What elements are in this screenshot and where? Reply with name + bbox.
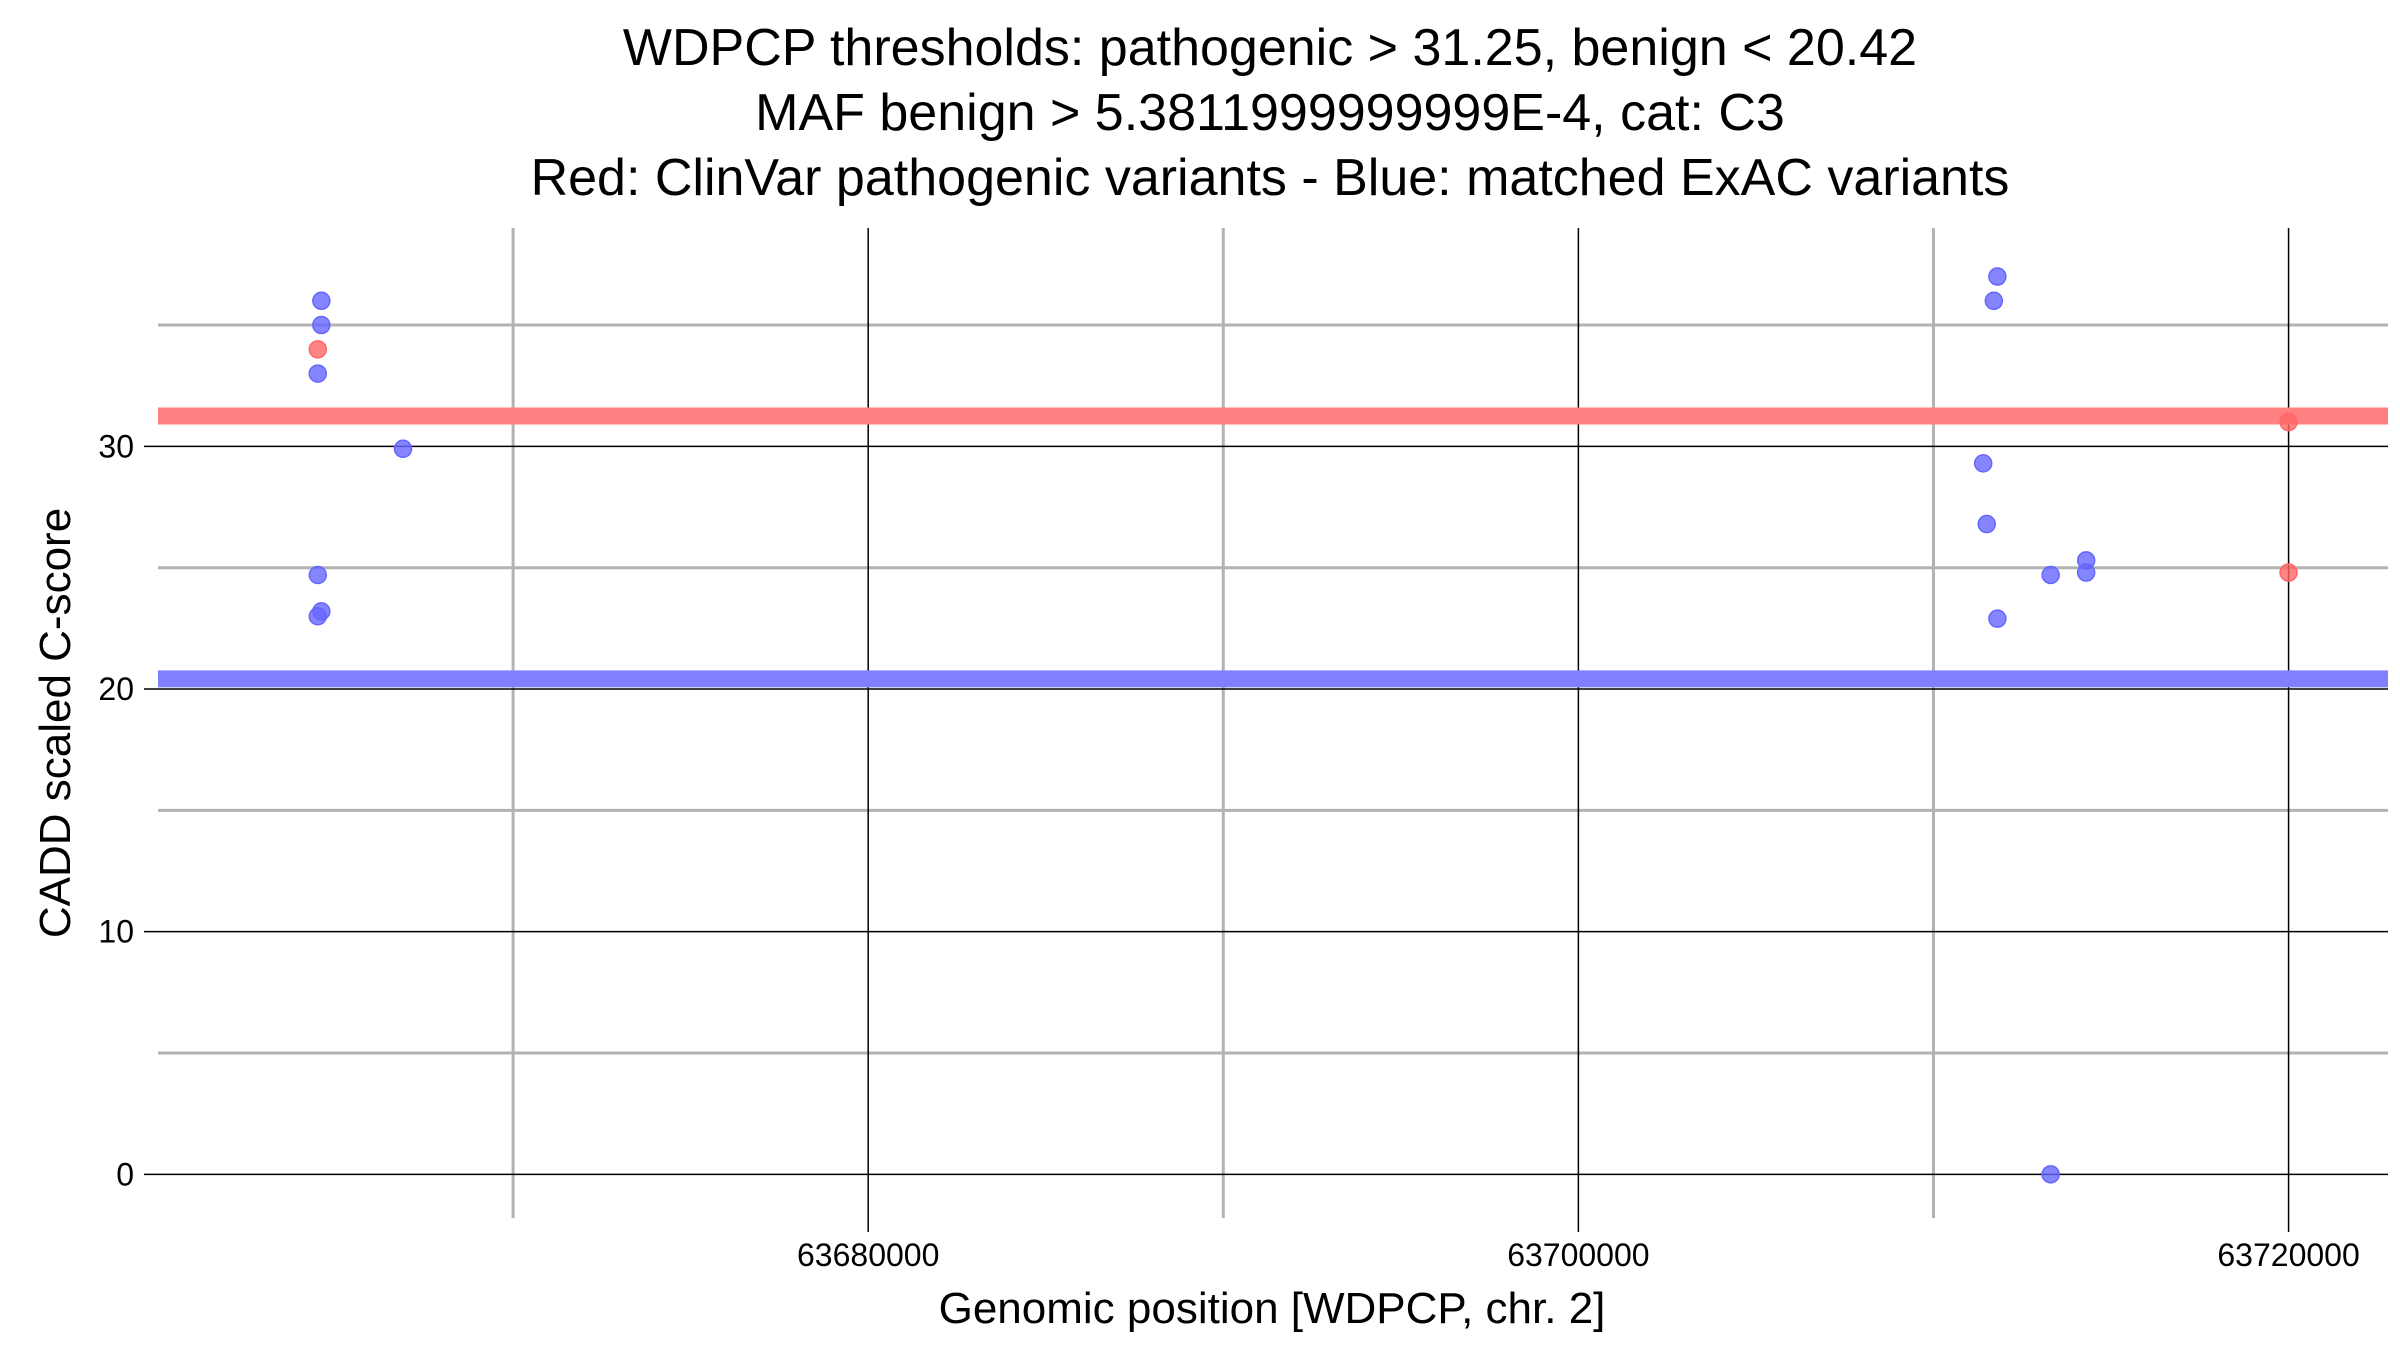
data-point <box>1973 454 1993 473</box>
x-axis-label: Genomic position [WDPCP, chr. 2] <box>939 1284 1606 1333</box>
data-point <box>1988 609 2007 628</box>
chart-title-line-3: Red: ClinVar pathogenic variants - Blue:… <box>531 149 2010 207</box>
data-point <box>2041 565 2060 585</box>
x-tick-label: 63720000 <box>2217 1237 2359 1273</box>
chart-title-line-1: WDPCP thresholds: pathogenic > 31.25, be… <box>623 19 1917 77</box>
data-point <box>2279 563 2298 582</box>
data-point <box>1988 267 2007 286</box>
data-point <box>308 340 328 359</box>
data-point <box>308 565 328 585</box>
axis-ticks: 63680000 63700000 63720000 0 10 20 30 <box>98 428 2359 1273</box>
data-point <box>308 606 328 626</box>
data-points <box>308 267 2298 1184</box>
data-point <box>2279 412 2298 432</box>
threshold-bands <box>158 407 2388 688</box>
y-axis-label: CADD scaled C-score <box>31 508 80 938</box>
data-point <box>2076 563 2096 582</box>
chart-title-line-2: MAF benign > 5.3811999999999E-4, cat: C3 <box>755 84 1785 142</box>
y-tick-label: 30 <box>98 428 134 464</box>
y-tick-label: 20 <box>98 671 134 707</box>
data-point <box>393 439 413 459</box>
data-point <box>1984 291 2004 311</box>
y-tick-label: 0 <box>116 1156 134 1192</box>
x-tick-label: 63700000 <box>1507 1237 1649 1273</box>
data-point <box>312 291 331 311</box>
data-point <box>308 364 328 383</box>
data-point <box>1977 514 1996 534</box>
x-tick-label: 63680000 <box>797 1237 939 1273</box>
y-tick-label: 10 <box>98 914 134 950</box>
grid-lines <box>144 228 2388 1232</box>
data-point <box>312 315 331 335</box>
data-point <box>2041 1165 2060 1184</box>
